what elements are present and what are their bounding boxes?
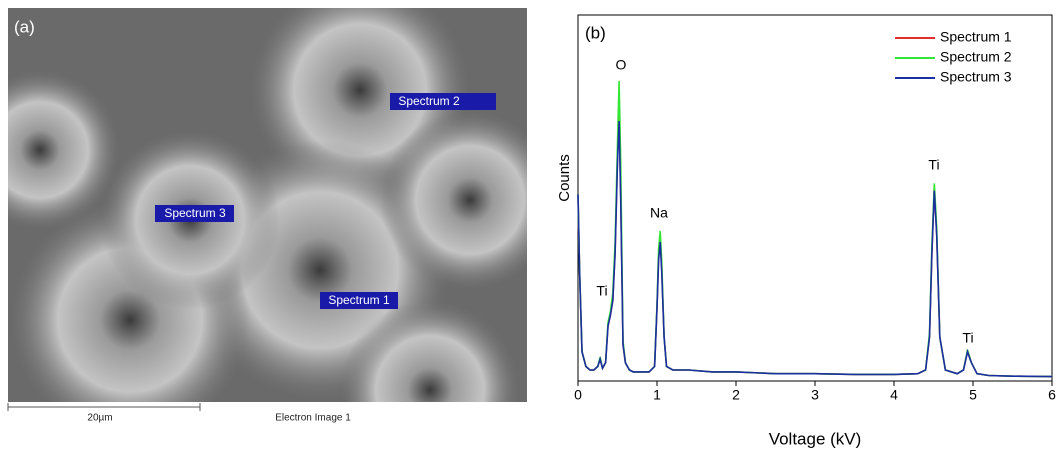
scale-bar [7,403,201,411]
peak-label: Ti [596,283,607,299]
peak-label: Ti [962,330,973,346]
peak-label: O [616,57,627,73]
x-tick-label: 2 [732,387,740,403]
spectrum-label: Spectrum 1 [328,293,390,307]
spectrum-line [577,113,1053,378]
sem-image [8,8,527,402]
spectrum-line [577,80,1053,378]
x-tick-label: 6 [1048,387,1056,403]
label-box [155,205,234,222]
image-caption: Electron Image 1 [275,413,351,424]
x-tick-label: 1 [653,387,661,403]
label-box [390,93,496,110]
panel-label: (b) [585,23,606,42]
legend-label: Spectrum 2 [940,49,1012,65]
x-axis-label: Voltage (kV) [769,429,862,448]
x-tick-label: 4 [890,387,898,403]
y-axis-label: Counts [556,154,573,202]
peak-label: Ti [928,157,939,173]
panel-label: (a) [14,17,35,36]
spectrum-label: Spectrum 3 [164,206,226,220]
label-box [320,292,398,309]
spectrum-label: Spectrum 2 [398,94,460,108]
x-tick-label: 3 [811,387,819,403]
x-tick-label: 0 [574,387,582,403]
peak-label: Na [650,205,668,221]
legend-label: Spectrum 1 [940,29,1012,45]
spectrum-line [577,121,1053,378]
scale-bar-label: 20µm [87,413,112,424]
legend-label: Spectrum 3 [940,69,1012,85]
x-tick-label: 5 [969,387,977,403]
